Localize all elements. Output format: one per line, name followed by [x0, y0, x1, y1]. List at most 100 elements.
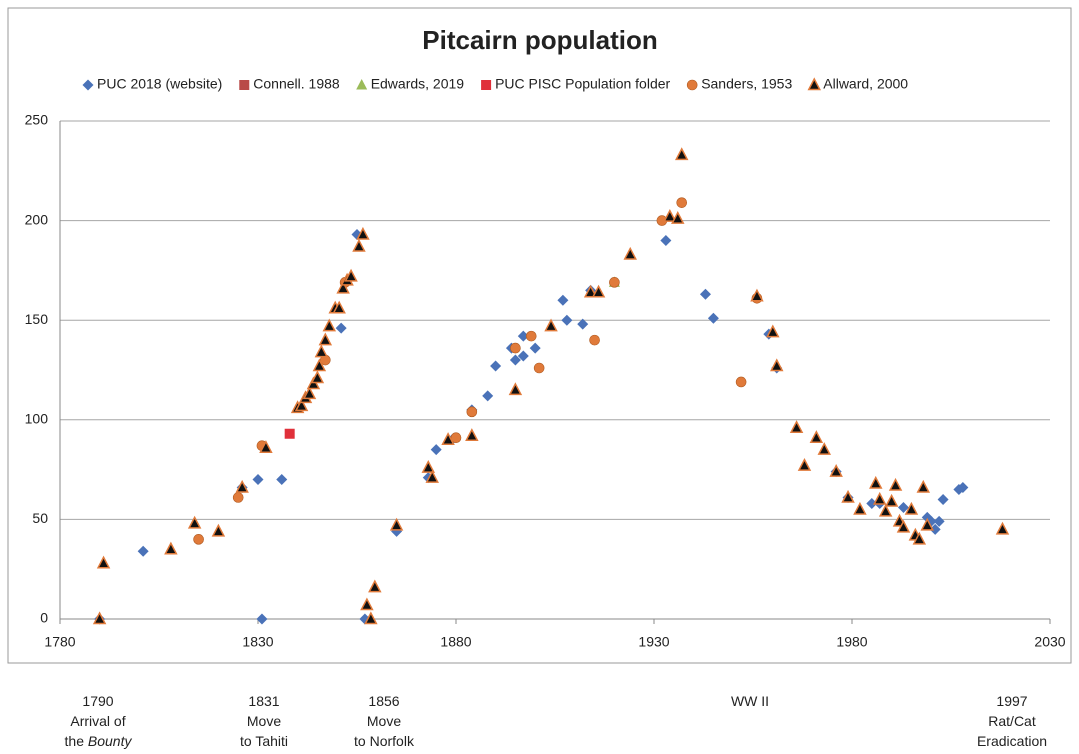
annotation: Arrival of	[70, 713, 125, 729]
point	[318, 332, 333, 346]
point	[425, 469, 439, 483]
point	[789, 420, 804, 434]
point	[252, 474, 264, 486]
point	[335, 322, 347, 334]
point	[232, 492, 244, 503]
annotation: to Norfolk	[354, 733, 415, 749]
annotation: Move	[367, 713, 401, 729]
legend-label: Connell. 1988	[253, 76, 340, 92]
point	[589, 334, 600, 346]
point	[829, 463, 843, 477]
point	[256, 613, 268, 625]
legend-label: Sanders, 1953	[701, 76, 792, 92]
point	[623, 246, 637, 260]
point	[356, 226, 370, 240]
point	[508, 382, 523, 396]
point	[770, 358, 784, 372]
y-tick-label: 250	[25, 112, 49, 128]
point	[509, 354, 521, 366]
point	[660, 235, 672, 247]
point	[259, 440, 273, 453]
point	[312, 358, 327, 372]
annotation-part: Move	[247, 713, 281, 729]
point	[187, 515, 202, 529]
point	[137, 545, 149, 557]
annotation-part: 1790	[82, 693, 113, 709]
point	[957, 482, 969, 494]
annotation: Move	[247, 713, 281, 729]
legend-label: Allward, 2000	[823, 76, 908, 92]
point	[465, 428, 479, 441]
point	[235, 479, 249, 493]
annotation: 1856	[368, 693, 399, 709]
annotation: WW II	[731, 693, 769, 709]
point	[995, 521, 1010, 535]
annotation-part: Rat/Cat	[988, 713, 1036, 729]
point	[671, 210, 685, 224]
point	[583, 284, 598, 298]
point	[310, 370, 325, 384]
x-tick-label: 1830	[242, 634, 273, 650]
legend-marker	[82, 79, 94, 91]
point	[92, 611, 107, 625]
annotation: Rat/Cat	[988, 713, 1036, 729]
annotation: Eradication	[977, 733, 1047, 749]
point	[866, 497, 878, 509]
annotation-part: the	[65, 733, 88, 749]
point	[336, 280, 350, 294]
point	[937, 493, 949, 505]
x-tick-label: 1980	[836, 634, 867, 650]
point	[561, 314, 573, 326]
annotation-part: Eradication	[977, 733, 1047, 749]
point	[510, 342, 521, 354]
y-tick-label: 100	[25, 411, 49, 427]
point	[490, 360, 502, 372]
point	[912, 531, 927, 545]
annotation-part: Arrival of	[70, 713, 125, 729]
point	[897, 501, 909, 513]
point	[663, 208, 677, 222]
legend-marker	[807, 77, 822, 91]
point	[352, 238, 366, 252]
point	[360, 597, 374, 611]
annotation: to Tahiti	[240, 733, 288, 749]
point	[314, 344, 329, 358]
point	[872, 491, 887, 505]
point	[482, 390, 494, 402]
y-tick-label: 150	[25, 311, 49, 327]
annotation: the Bounty	[65, 733, 133, 749]
x-tick-label: 1880	[440, 634, 471, 650]
legend-label: Edwards, 2019	[371, 76, 465, 92]
point	[284, 428, 295, 439]
point	[211, 523, 226, 537]
point	[525, 330, 537, 342]
legend-marker	[239, 80, 250, 90]
annotation-part: 1856	[368, 693, 399, 709]
point	[441, 432, 455, 445]
point	[322, 318, 337, 332]
point	[609, 277, 620, 288]
legend-marker	[356, 79, 368, 90]
point	[735, 376, 747, 388]
annotation: 1831	[248, 693, 279, 709]
point	[517, 330, 529, 342]
y-tick-label: 200	[25, 211, 49, 227]
legend-marker	[686, 79, 698, 91]
point	[302, 386, 317, 400]
annotation-part: to Norfolk	[354, 733, 415, 749]
point	[888, 477, 903, 491]
x-tick-label: 1930	[638, 634, 669, 650]
point	[707, 312, 719, 324]
point	[529, 342, 541, 354]
point	[193, 534, 204, 545]
point	[430, 444, 442, 456]
point	[904, 501, 919, 515]
annotation-part: 1997	[996, 693, 1027, 709]
legend-label: PUC PISC Population folder	[495, 76, 670, 92]
annotation-part: to Tahiti	[240, 733, 288, 749]
point	[466, 406, 478, 418]
point	[368, 579, 382, 593]
point	[766, 324, 780, 338]
point	[920, 517, 934, 531]
